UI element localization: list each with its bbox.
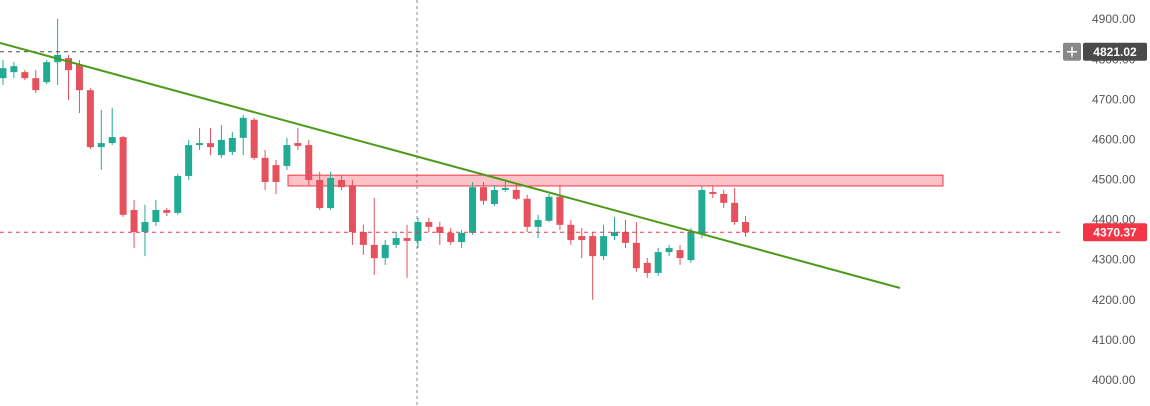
candle-body [43,62,51,83]
y-tick-label: 4600.00 [1092,132,1136,146]
y-tick-label: 4900.00 [1092,12,1136,26]
candle-body [163,210,171,213]
price-label-box [1083,223,1147,242]
candle-body [621,232,629,243]
candle-body [578,236,586,241]
candle-body [414,222,422,241]
candle-body [228,137,236,152]
candle-body [709,191,717,194]
candle-body [556,196,564,225]
y-tick-label: 4200.00 [1092,293,1136,307]
candle-body [490,189,498,205]
candle-body [294,143,302,146]
candle-body [611,232,619,237]
candle-body [65,58,73,71]
price-label: 4821.02 [1093,45,1137,59]
candle-body [643,262,651,273]
candle-body [327,177,335,209]
candle-body [632,242,640,269]
candle-body [742,222,750,233]
candle-body [97,143,105,148]
candle-body [447,232,455,243]
candle-body [698,189,706,235]
candle-body [239,117,247,138]
candle-body [283,145,291,166]
candle-body [119,137,127,215]
candle-body [687,232,695,261]
candle-body [381,244,389,259]
candle-body [272,165,280,182]
candle-body [261,157,269,182]
candle-body [130,210,138,233]
candle-body [0,68,7,79]
y-tick-label: 4400.00 [1092,213,1136,227]
candle-body [425,222,433,227]
y-tick-label: 4000.00 [1092,373,1136,387]
candle-body [458,232,466,243]
candle-body [141,222,149,233]
candle-body [196,143,204,146]
price-label-box [1083,42,1147,61]
candle-body [316,179,324,209]
candle-body [305,145,313,180]
candle-body [370,244,378,259]
candle-body [86,90,94,148]
trend-line[interactable] [0,42,901,289]
y-tick-label: 4500.00 [1092,173,1136,187]
candle-body [665,248,673,253]
candle-body [392,238,400,245]
candle-body [174,175,182,213]
candle-body [523,198,531,227]
candle-body [676,250,684,259]
candle-body [501,187,509,190]
y-tick-label: 4300.00 [1092,253,1136,267]
candle-body [75,64,83,91]
candle-body [206,143,214,148]
candle-body [403,238,411,241]
candle-body [10,66,18,73]
candle-body [479,187,487,201]
candle-body [185,145,193,176]
candle-body [108,137,116,144]
candle-body [469,187,477,233]
candle-body [534,220,542,227]
add-icon [1067,46,1077,57]
candle-body [600,236,608,257]
candle-body [338,179,346,188]
candle-body [512,189,520,199]
candle-body [217,139,225,156]
y-tick-label: 4100.00 [1092,333,1136,347]
y-tick-label: 4700.00 [1092,92,1136,106]
candle-body [654,252,662,273]
candle-body [348,185,356,233]
candle-body [720,193,728,203]
candle-body [21,72,29,79]
candle-body [545,196,553,221]
price-zone[interactable] [287,174,944,187]
candle-body [731,202,739,223]
candle-body [32,78,40,91]
candle-body [250,119,258,158]
candle-body [152,210,160,223]
candle-body [436,226,444,233]
candle-body [359,232,367,245]
price-label: 4370.37 [1093,225,1137,239]
candle-body [589,236,597,257]
